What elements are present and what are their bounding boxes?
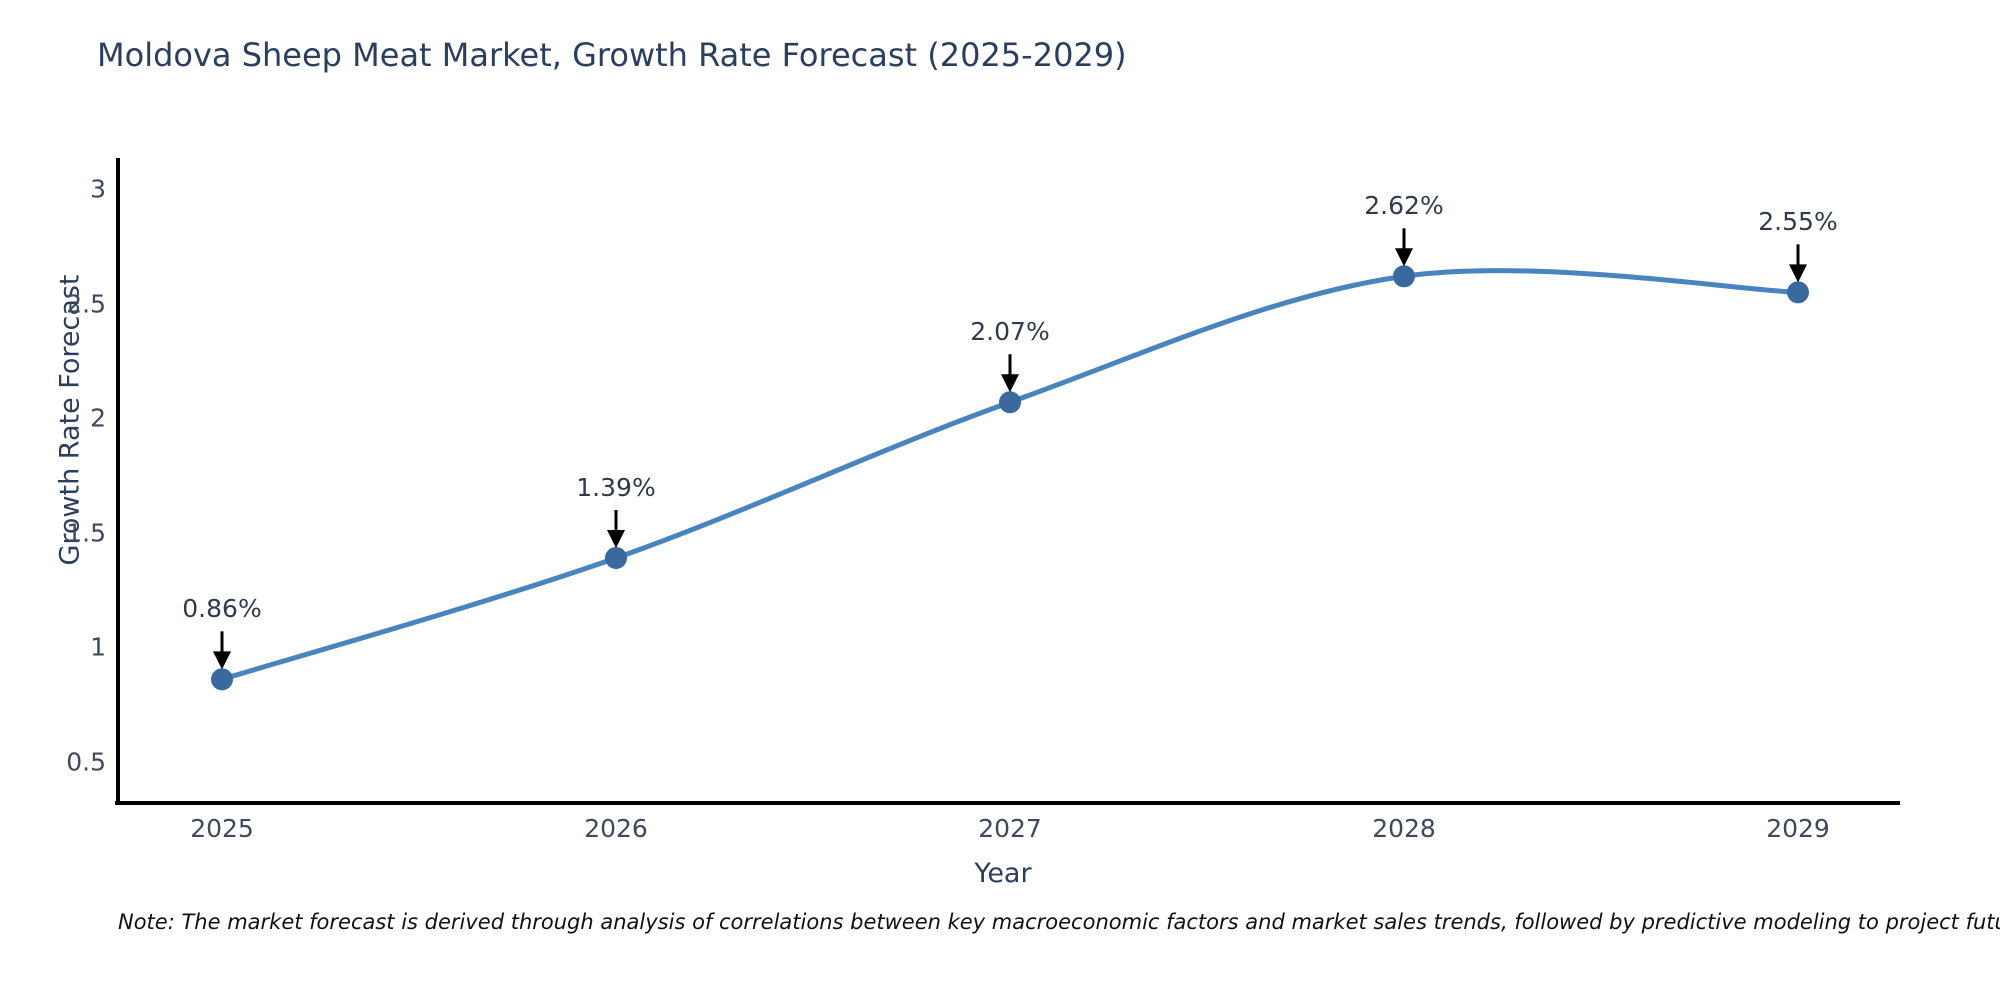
point-value-label: 2.07% bbox=[970, 317, 1050, 347]
y-tick-label: 0.5 bbox=[66, 747, 106, 777]
y-tick-label: 1.5 bbox=[66, 518, 106, 548]
point-value-label: 2.55% bbox=[1758, 207, 1838, 237]
x-tick-label: 2029 bbox=[1766, 814, 1830, 843]
point-value-label: 1.39% bbox=[576, 472, 656, 502]
x-tick-label: 2026 bbox=[584, 814, 648, 843]
x-axis-title: Year bbox=[974, 858, 1032, 889]
point-value-label: 2.62% bbox=[1364, 191, 1444, 221]
annotation-arrow-head bbox=[1001, 374, 1019, 393]
annotation-arrow-head bbox=[1395, 248, 1413, 267]
chart-note: Note: The market forecast is derived thr… bbox=[118, 910, 2000, 934]
x-tick-label: 2028 bbox=[1372, 814, 1436, 843]
chart-title: Moldova Sheep Meat Market, Growth Rate F… bbox=[97, 36, 1127, 74]
data-point-marker[interactable] bbox=[1787, 281, 1809, 304]
x-tick-label: 2027 bbox=[978, 814, 1042, 843]
y-tick-label: 2.5 bbox=[66, 289, 106, 319]
data-point-marker[interactable] bbox=[605, 546, 627, 569]
data-point-marker[interactable] bbox=[999, 391, 1021, 414]
data-point-marker[interactable] bbox=[211, 668, 233, 691]
annotation-arrow-head bbox=[213, 651, 231, 670]
y-tick-label: 2 bbox=[90, 403, 106, 433]
y-tick-label: 3 bbox=[90, 174, 106, 204]
annotation-arrow-head bbox=[1789, 264, 1807, 283]
x-tick-label: 2025 bbox=[190, 814, 254, 843]
annotation-arrow-head bbox=[607, 529, 625, 548]
data-point-marker[interactable] bbox=[1393, 265, 1415, 288]
point-value-label: 0.86% bbox=[182, 594, 262, 624]
y-tick-label: 1 bbox=[90, 632, 106, 662]
